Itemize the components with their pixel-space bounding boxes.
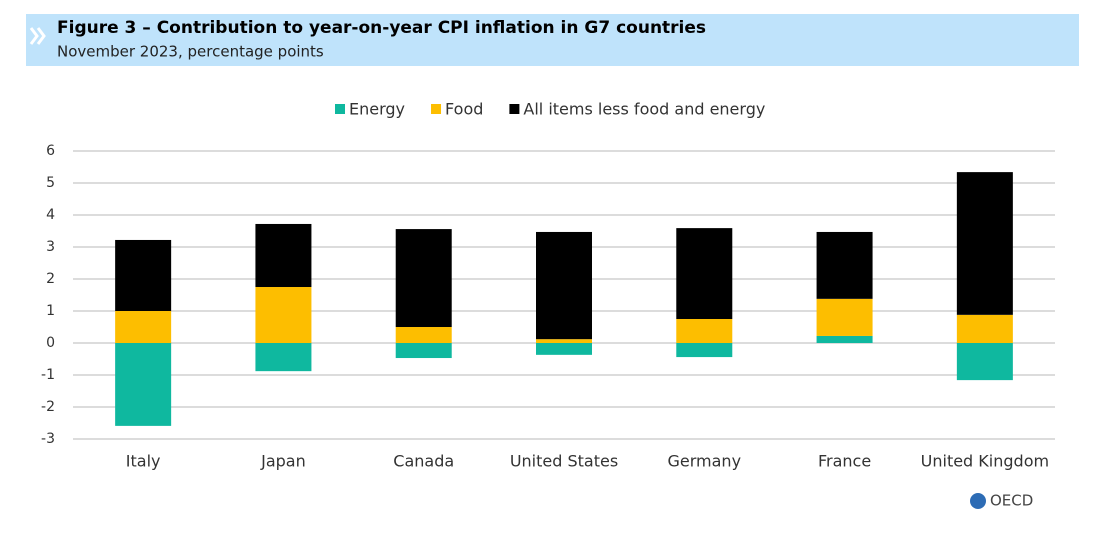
y-tick-label: 1: [46, 303, 55, 319]
legend-swatch: [431, 104, 442, 114]
bar-segment: [956, 314, 1013, 343]
bar-segment: [395, 327, 452, 343]
legend-swatch: [509, 104, 520, 114]
x-tick-label: United Kingdom: [921, 452, 1049, 471]
bar-segment: [676, 343, 733, 358]
bar-segment: [115, 343, 172, 426]
legend-swatch: [335, 104, 345, 114]
legend-label: Food: [445, 100, 483, 119]
chart-title: Figure 3 – Contribution to year-on-year …: [57, 18, 706, 38]
bar-segment: [255, 343, 312, 372]
bar-segment: [676, 319, 733, 343]
bar-segment: [816, 335, 873, 343]
x-tick-label: Germany: [668, 452, 742, 471]
bar-segment: [536, 231, 592, 340]
x-tick-label: Canada: [393, 452, 454, 471]
x-tick-label: Italy: [126, 452, 161, 471]
legend-label: Energy: [349, 100, 405, 119]
bar-segment: [255, 287, 312, 343]
y-tick-label: -1: [41, 367, 55, 383]
y-tick-label: 2: [46, 271, 55, 287]
chart-subtitle: November 2023, percentage points: [57, 43, 324, 61]
bar-segment: [816, 231, 873, 299]
bar-segment: [115, 239, 172, 311]
bar-segment: [956, 172, 1013, 315]
header-band: [26, 14, 1079, 66]
x-tick-label: United States: [510, 452, 618, 471]
bar-segment: [536, 339, 592, 343]
x-tick-label: Japan: [260, 452, 306, 471]
y-tick-label: 3: [46, 239, 55, 255]
legend-label: All items less food and energy: [523, 100, 765, 119]
y-tick-label: 6: [46, 143, 55, 159]
bar-segment: [676, 228, 733, 319]
source-logo: OECD: [970, 492, 1033, 510]
bar-segment: [816, 298, 873, 336]
bar-segment: [395, 343, 452, 359]
y-tick-label: 0: [46, 335, 55, 351]
y-tick-label: -3: [41, 431, 55, 447]
bar-segment: [115, 311, 172, 343]
y-tick-label: 4: [46, 207, 55, 223]
y-tick-label: -2: [41, 399, 55, 415]
bar-segment: [536, 343, 592, 355]
bar-segment: [255, 223, 312, 287]
logo-globe: [970, 493, 986, 509]
bar-segment: [956, 343, 1013, 381]
x-tick-label: France: [818, 452, 871, 471]
bar-segment: [395, 229, 452, 327]
y-tick-label: 5: [46, 175, 55, 191]
header-icon: [29, 27, 46, 45]
source-text: OECD: [990, 492, 1033, 510]
